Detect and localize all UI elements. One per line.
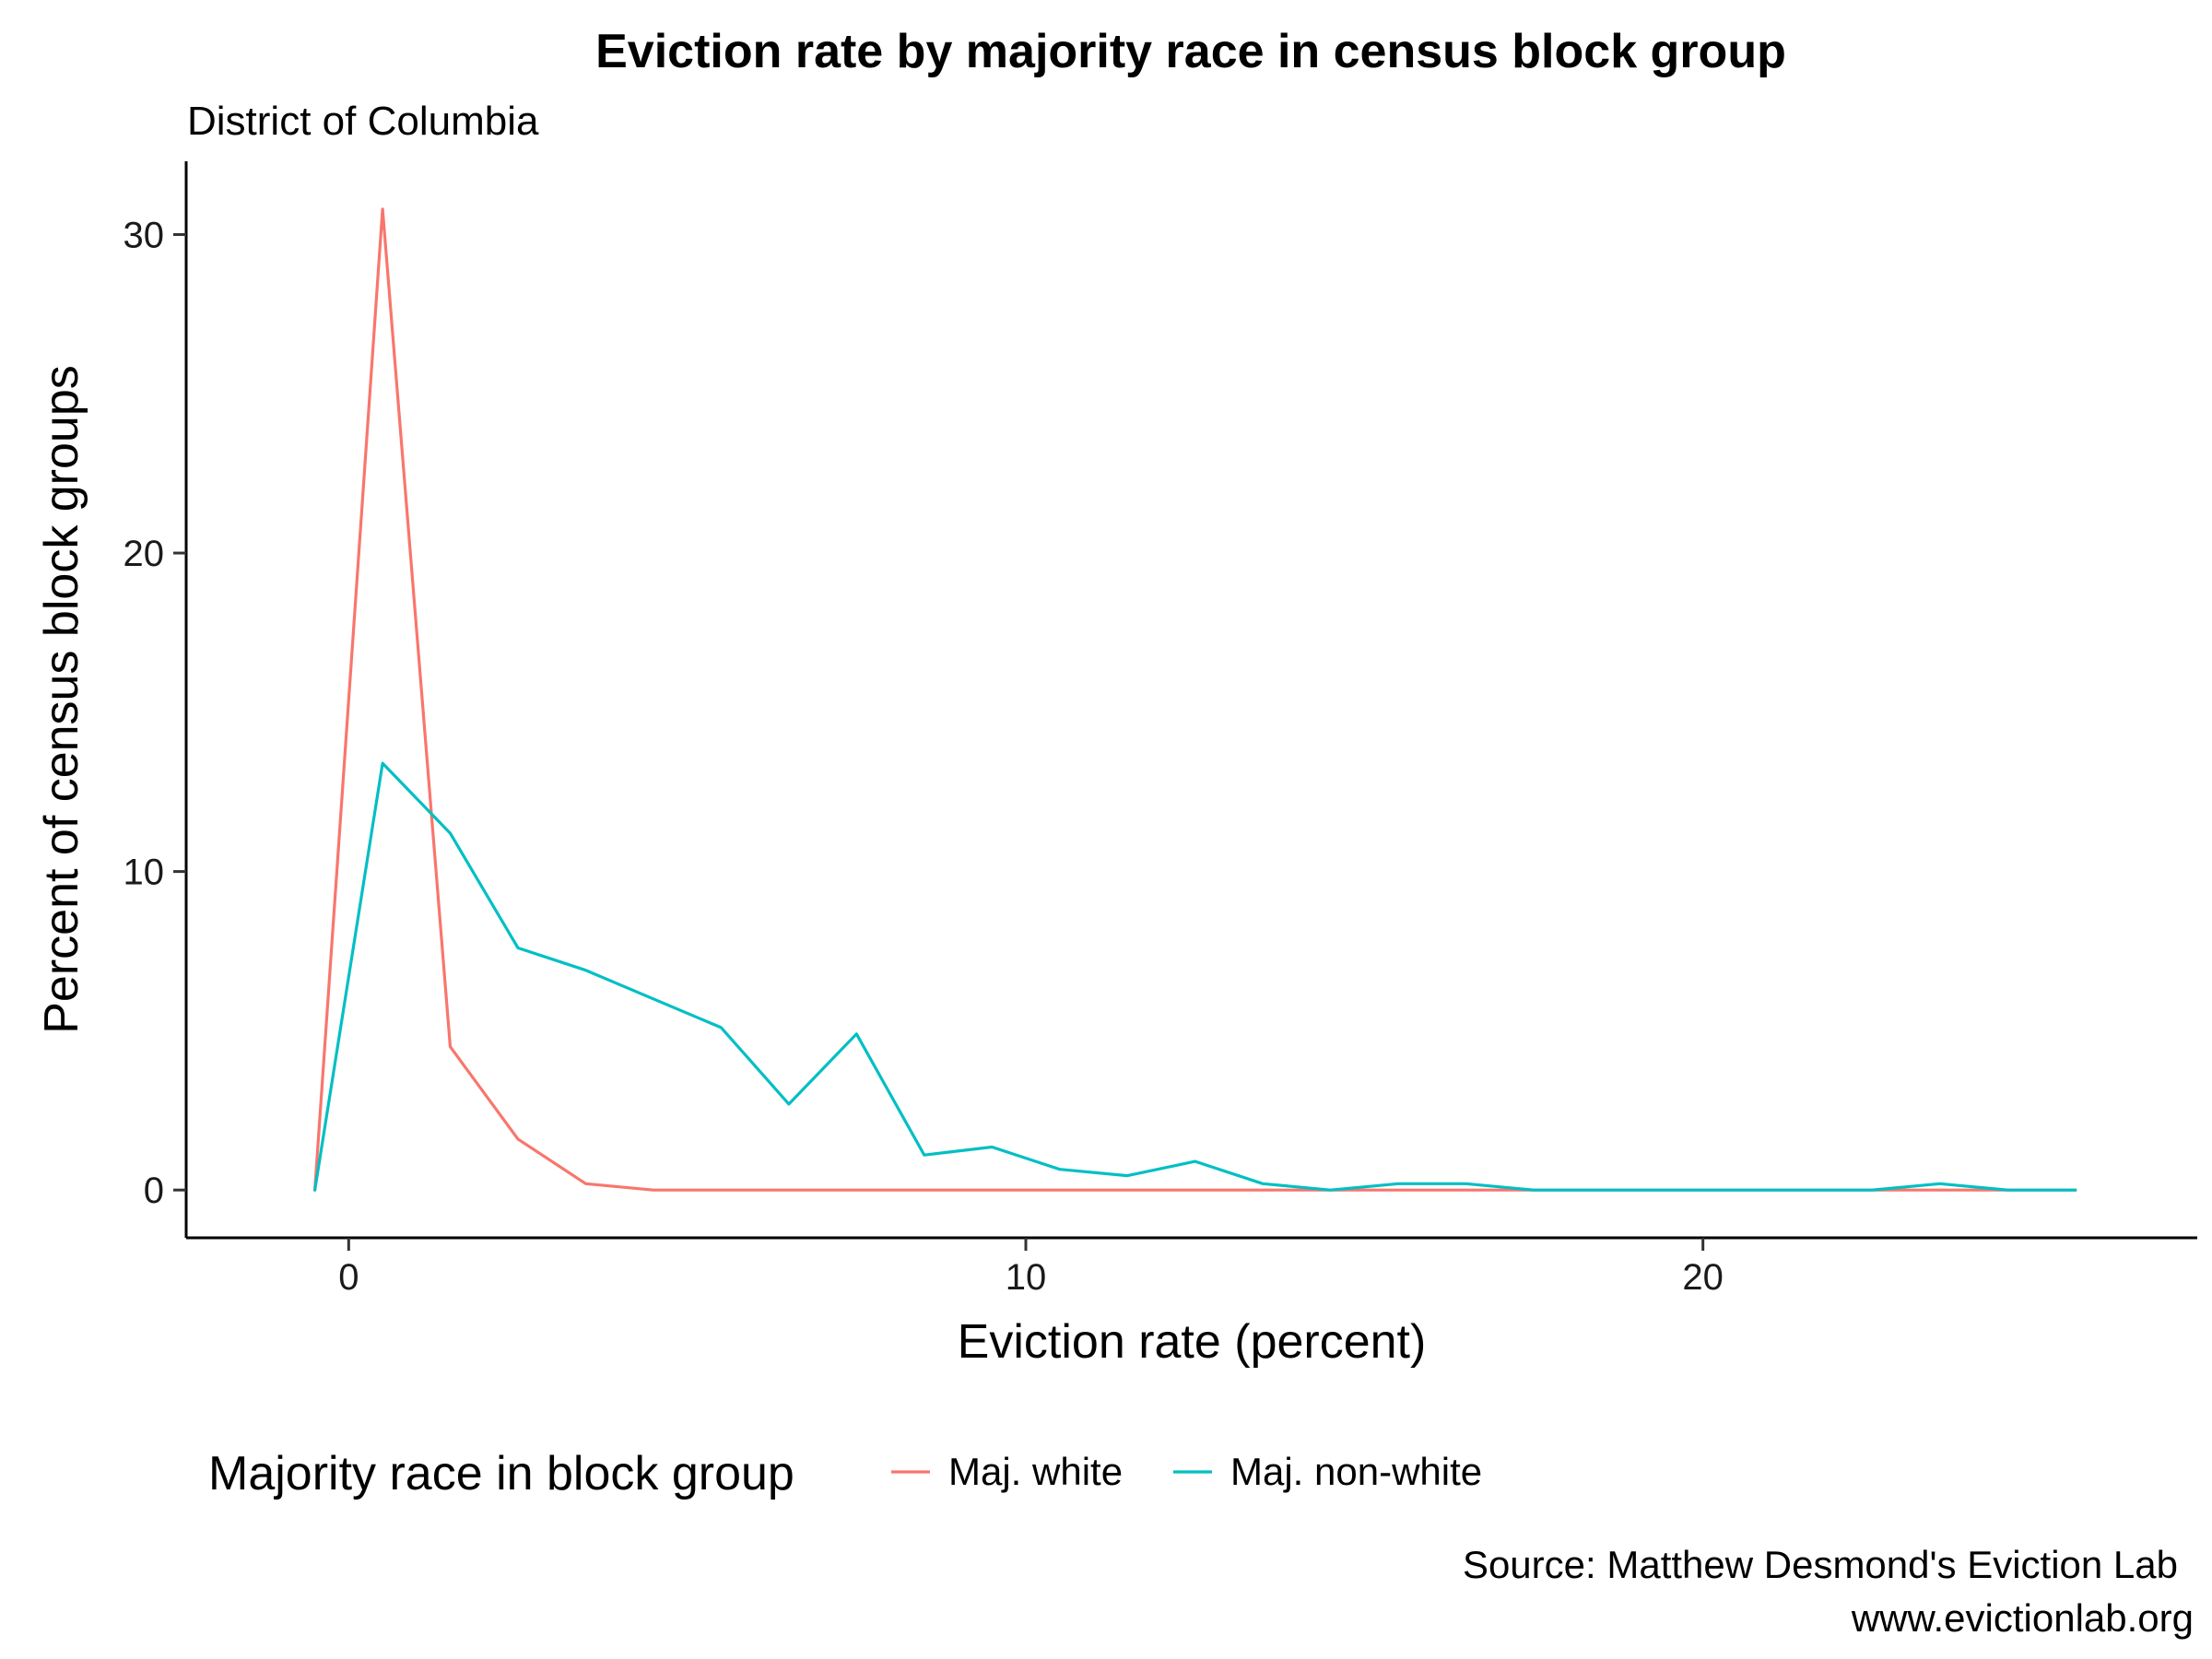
y-axis-title: Percent of census block groups — [35, 365, 88, 1034]
legend: Majority race in block group Maj. white M… — [208, 1447, 1482, 1500]
x-tick-label: 10 — [1006, 1257, 1047, 1298]
chart-title: Eviction rate by majority race in census… — [595, 25, 1786, 78]
legend-label-maj-white: Maj. white — [948, 1450, 1123, 1493]
y-tick-label: 0 — [144, 1171, 164, 1211]
caption-url: www.evictionlab.org — [1851, 1596, 2194, 1640]
legend-label-maj-non-white: Maj. non-white — [1230, 1450, 1482, 1493]
legend-title: Majority race in block group — [208, 1447, 794, 1500]
series-lines — [313, 207, 2077, 1192]
series-line-maj-non-white — [313, 761, 2077, 1192]
axis-ticks: 0 10 20 0 10 20 30 — [124, 215, 1724, 1298]
chart-subtitle: District of Columbia — [187, 99, 539, 144]
x-tick-label: 0 — [338, 1257, 359, 1298]
x-tick-label: 20 — [1682, 1257, 1724, 1298]
y-tick-label: 20 — [124, 534, 165, 574]
y-tick-label: 30 — [124, 215, 165, 255]
series-line-maj-white — [313, 207, 2077, 1192]
caption-source: Source: Matthew Desmond's Eviction Lab — [1463, 1543, 2178, 1586]
plot-area: 0 10 20 0 10 20 30 — [124, 161, 2197, 1298]
x-axis-title: Eviction rate (percent) — [958, 1315, 1427, 1369]
y-tick-label: 10 — [124, 853, 165, 893]
legend-items: Maj. white Maj. non-white — [891, 1450, 1482, 1493]
